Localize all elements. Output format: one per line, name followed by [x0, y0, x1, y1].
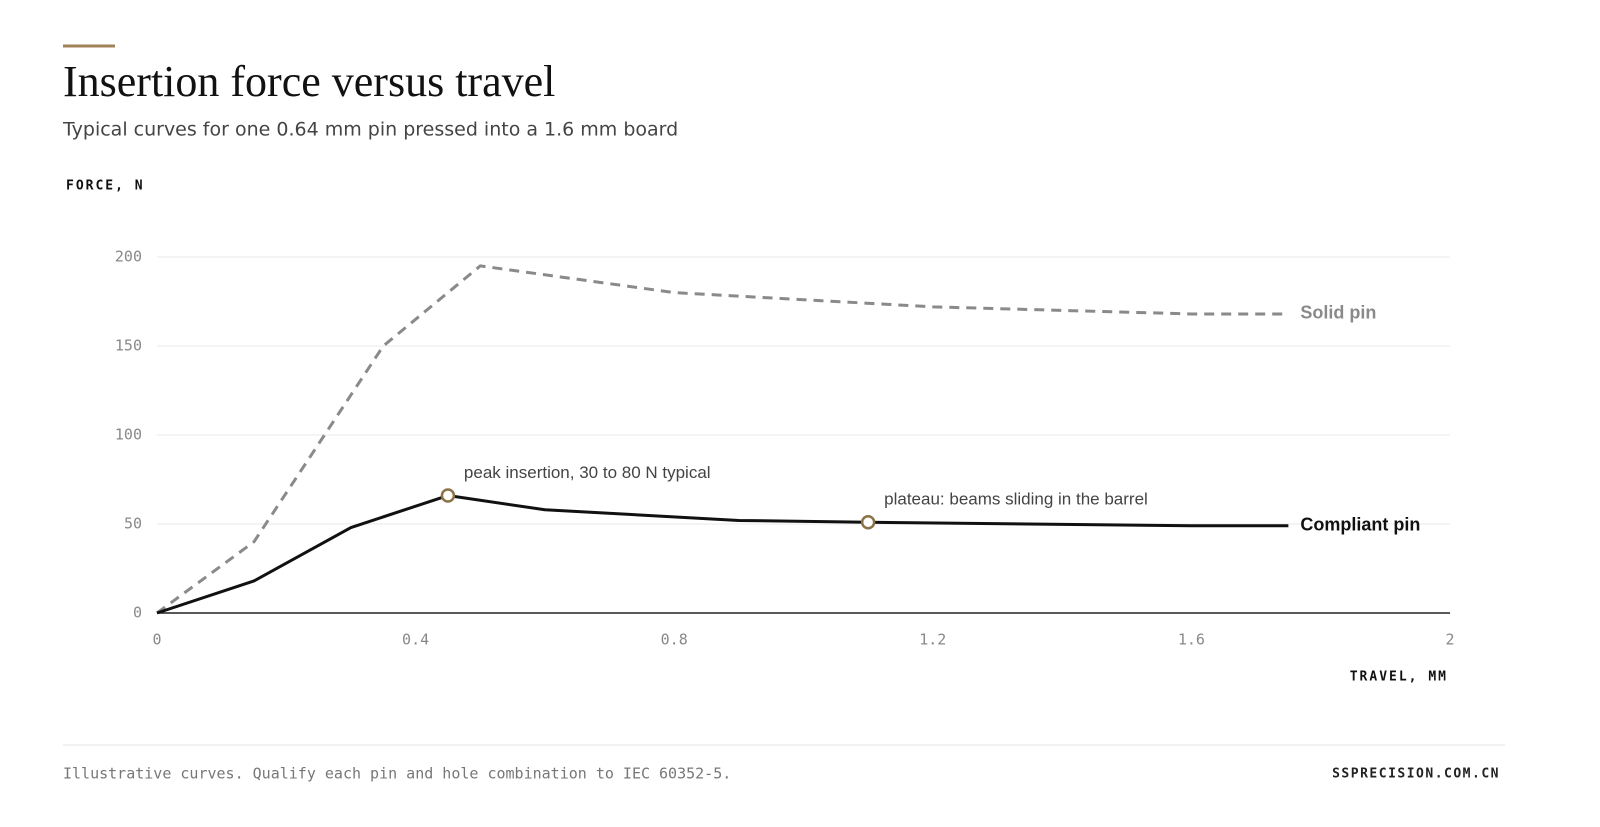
annotation-text: plateau: beams sliding in the barrel [884, 490, 1148, 509]
y-tick-label: 200 [115, 248, 142, 266]
x-tick-label: 1.2 [919, 631, 946, 649]
annotation-marker [440, 488, 456, 503]
y-tick-label: 50 [124, 515, 142, 533]
y-tick-label: 150 [115, 337, 142, 355]
annotation-text: peak insertion, 30 to 80 N typical [464, 463, 711, 482]
y-axis-label: FORCE, N [66, 179, 145, 194]
series-line [156, 264, 1289, 615]
series-label: Solid pin [1300, 303, 1376, 323]
x-tick-label: 2 [1445, 631, 1454, 649]
x-tick-label: 1.6 [1178, 631, 1205, 649]
x-tick-label: 0 [152, 631, 161, 649]
y-tick-label: 0 [133, 604, 142, 622]
x-tick-label: 0.8 [661, 631, 688, 649]
footer-note: Illustrative curves. Qualify each pin an… [63, 765, 731, 783]
chart-subtitle: Typical curves for one 0.64 mm pin press… [62, 119, 678, 141]
series-label: Compliant pin [1300, 515, 1420, 535]
x-tick-label: 0.4 [402, 631, 429, 649]
annotation-marker [860, 514, 876, 530]
x-axis-label: TRAVEL, MM [1350, 670, 1448, 685]
series-line [156, 494, 1289, 615]
y-tick-label: 100 [115, 426, 142, 444]
chart-title: Insertion force versus travel [63, 57, 555, 106]
footer-source: SSPRECISION.COM.CN [1332, 767, 1500, 782]
